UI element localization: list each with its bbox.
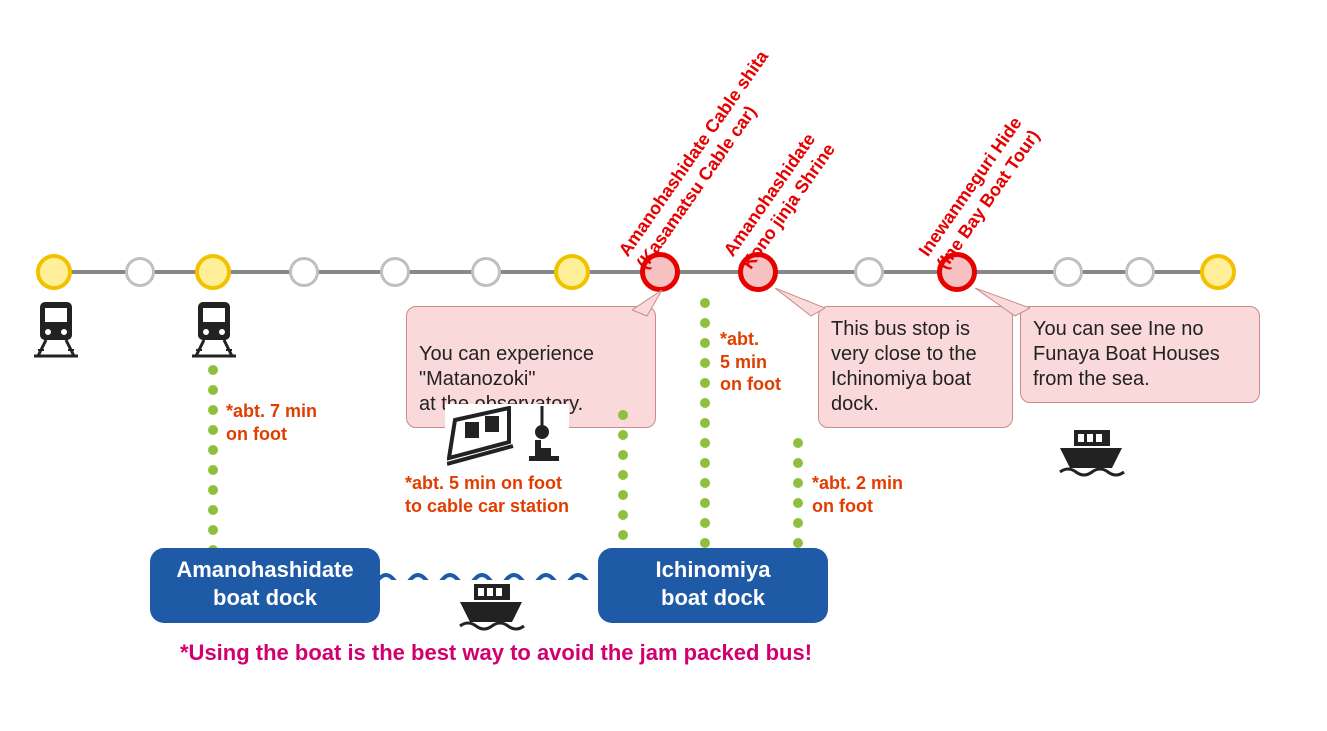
walk-path-2min: [793, 438, 803, 558]
stop-s1: [36, 254, 72, 290]
walk-path-5min: [700, 298, 710, 558]
stop-s14: [1200, 254, 1236, 290]
stop-s12: [1053, 257, 1083, 287]
dock-amanohashidate: Amanohashidate boat dock: [150, 548, 380, 623]
route-map: Amanohashidate Cable shita (Kasamatsu Ca…: [0, 0, 1327, 731]
stop-s2: [125, 257, 155, 287]
walk-note-5cable: *abt. 5 min on foot to cable car station: [405, 472, 569, 517]
stop-s6: [471, 257, 501, 287]
walk-note-5foot: *abt. 5 min on foot: [720, 328, 781, 396]
train-icon: [30, 300, 82, 360]
walk-path-cable: [618, 410, 628, 550]
walk-note-7: *abt. 7 min on foot: [226, 400, 317, 445]
stop-s3: [195, 254, 231, 290]
boat-icon: [1056, 428, 1126, 480]
callout-ine: You can see Ine no Funaya Boat Houses fr…: [1020, 306, 1260, 403]
callout-ichinomiya-text: This bus stop is very close to the Ichin…: [831, 318, 977, 415]
walk-note-2: *abt. 2 min on foot: [812, 472, 903, 517]
callout-tail: [975, 288, 1030, 318]
train-icon: [188, 300, 240, 360]
boat-icon: [456, 582, 526, 634]
cablecar-icon: [445, 404, 569, 470]
water-route: [378, 570, 600, 580]
callout-tail: [775, 288, 825, 318]
walk-path-7min: [208, 365, 218, 565]
callout-ichinomiya: This bus stop is very close to the Ichin…: [818, 306, 1013, 428]
stop-s7: [554, 254, 590, 290]
callout-tail: [632, 290, 672, 320]
dock-ichinomiya: Ichinomiya boat dock: [598, 548, 828, 623]
stop-s4: [289, 257, 319, 287]
stop-s5: [380, 257, 410, 287]
label-s11: Inewanmeguri Hide (Ine Bay Boat Tour): [915, 113, 1045, 273]
boat-tip: *Using the boat is the best way to avoid…: [180, 640, 812, 666]
stop-s13: [1125, 257, 1155, 287]
callout-ine-text: You can see Ine no Funaya Boat Houses fr…: [1033, 318, 1220, 390]
label-s9: Amanohashidate Kono jinja Shrine: [720, 127, 840, 273]
stop-s10: [854, 257, 884, 287]
